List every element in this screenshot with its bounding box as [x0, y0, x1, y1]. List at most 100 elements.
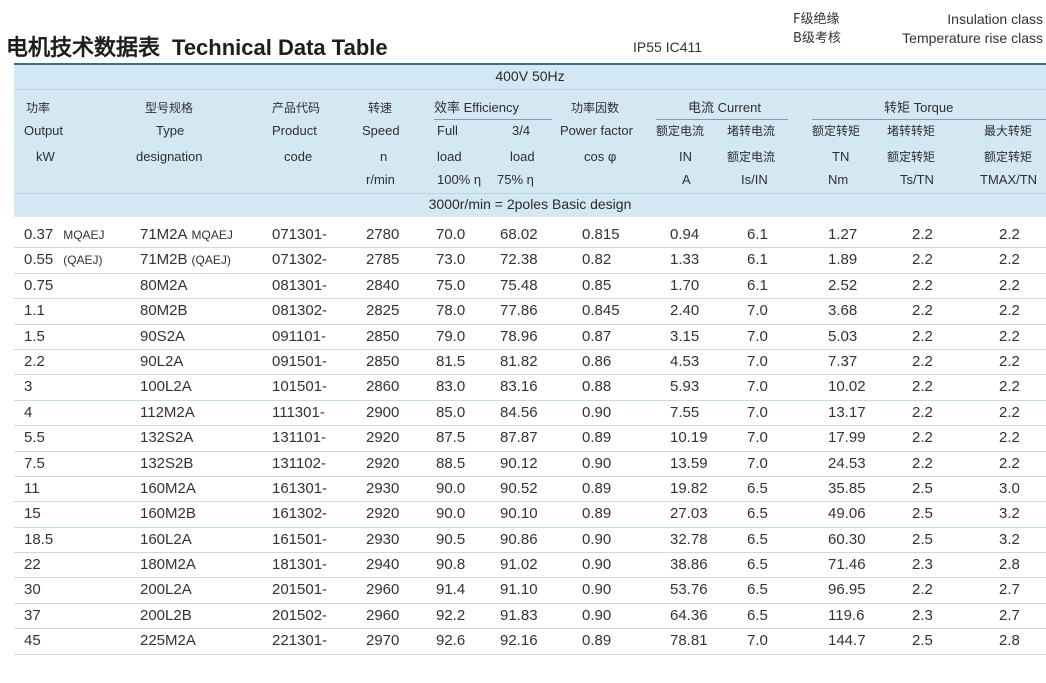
cell-locked-current-ratio-value: 7.0	[747, 327, 768, 345]
cell-max-torque-ratio: 2.2	[999, 277, 1020, 294]
cell-type: 80M2A	[140, 277, 188, 294]
table-row: 1.1 80M2B 081302- 2825 78.0 77.86 0.845 2.40 7.0…	[14, 299, 1046, 325]
cell-power-factor-value: 0.88	[582, 378, 612, 396]
cell-output: 7.5	[24, 455, 45, 472]
cell-power-factor: 0.815	[582, 226, 620, 243]
cell-eff-full: 73.0	[436, 251, 465, 268]
cell-rated-torque-value: 49.06	[828, 505, 866, 523]
cell-power-factor: 0.89	[582, 429, 611, 446]
cell-speed-value: 2970	[366, 632, 400, 650]
cell-power-factor: 0.90	[582, 404, 611, 421]
cell-output: 1.1	[24, 302, 45, 319]
cell-locked-torque-ratio-value: 2.2	[912, 581, 933, 599]
cell-rated-current-value: 7.55	[670, 403, 700, 421]
cell-max-torque-ratio: 2.2	[999, 251, 1020, 268]
cell-locked-current-ratio-value: 7.0	[747, 454, 768, 472]
cell-eff-full: 79.0	[436, 328, 465, 345]
cell-rated-current-value: 19.82	[670, 479, 708, 497]
cell-rated-torque-value: 1.27	[828, 226, 858, 243]
cell-eff-full-value: 75.0	[436, 276, 466, 294]
cell-eff-34: 87.87	[500, 429, 538, 446]
cell-max-torque-ratio-value: 3.2	[999, 530, 1020, 548]
cell-speed: 2860	[366, 378, 399, 395]
cell-locked-current-ratio: 7.0	[747, 353, 768, 370]
cell-code-value: 071302-	[272, 251, 328, 269]
cell-locked-torque-ratio: 2.5	[912, 632, 933, 649]
torque-header: 转矩 Torque	[884, 100, 954, 115]
cell-type-value: 132S2B	[140, 454, 194, 472]
cell-type-value: 160M2B	[140, 505, 196, 523]
cell-output-value: 18.5	[24, 530, 54, 548]
cell-code-value: 081301-	[272, 276, 328, 294]
cell-output: 37	[24, 607, 41, 624]
table-row: 1.5 90S2A 091101- 2850 79.0 78.96 0.87 3.15 7.0 5…	[14, 325, 1046, 350]
cell-eff-34: 83.16	[500, 378, 538, 395]
cell-locked-current-ratio-value: 7.0	[747, 378, 768, 396]
cell-locked-torque-ratio-value: 2.2	[912, 403, 933, 421]
cell-type: 71M2A MQAEJ	[140, 226, 233, 243]
cell-locked-torque-ratio-value: 2.2	[912, 327, 933, 345]
cell-code: 101501-	[272, 378, 327, 395]
current-underline	[656, 119, 788, 120]
cell-type-value: 80M2A	[140, 276, 188, 294]
cell-eff-34: 91.02	[500, 556, 538, 573]
cell-eff-34-value: 81.82	[500, 352, 538, 370]
insulation-class-cn: F级绝缘	[793, 12, 840, 27]
rated-torque-cn: 额定转矩	[812, 124, 861, 138]
cell-max-torque-ratio-value: 3.2	[999, 505, 1020, 523]
cell-locked-torque-ratio-value: 2.2	[912, 226, 933, 243]
cell-speed-value: 2850	[366, 352, 400, 370]
cell-code: 181301-	[272, 556, 327, 573]
cell-max-torque-ratio-value: 2.2	[999, 454, 1020, 472]
cell-eff-full-value: 78.0	[436, 302, 466, 320]
cell-output-value: 1.5	[24, 327, 45, 345]
cell-type: 180M2A	[140, 556, 196, 573]
cell-output-note: (QAEJ)	[63, 253, 103, 268]
cell-locked-torque-ratio-value: 2.3	[912, 606, 933, 624]
cell-rated-current: 0.94	[670, 226, 699, 243]
cell-eff-full: 92.6	[436, 632, 465, 649]
voltage-label: 400V 50Hz	[495, 68, 565, 84]
cell-eff-full-value: 91.4	[436, 581, 466, 599]
cell-code-value: 201502-	[272, 606, 328, 624]
cell-eff-full-value: 73.0	[436, 251, 466, 269]
cell-power-factor: 0.89	[582, 632, 611, 649]
cell-code: 161501-	[272, 531, 327, 548]
cell-rated-torque-value: 24.53	[828, 454, 866, 472]
table-row: 15 160M2B 161302- 2920 90.0 90.10 0.89 27.03 6.5…	[14, 502, 1046, 528]
cell-speed: 2785	[366, 251, 399, 268]
cell-max-torque-ratio-value: 2.2	[999, 352, 1020, 370]
cell-locked-torque-ratio: 2.2	[912, 581, 933, 598]
cell-locked-current-ratio: 6.5	[747, 556, 768, 573]
cell-type: 112M2A	[140, 404, 195, 421]
cell-locked-current-ratio: 7.0	[747, 302, 768, 319]
cell-locked-torque-ratio-value: 2.5	[912, 479, 933, 497]
cell-power-factor-value: 0.89	[582, 505, 612, 523]
cell-code-value: 091501-	[272, 352, 328, 370]
output-header-unit: kW	[36, 149, 55, 164]
cell-locked-current-ratio-value: 6.1	[747, 276, 768, 294]
cell-type-value: 160M2A	[140, 479, 196, 497]
cell-power-factor-value: 0.89	[582, 632, 612, 650]
cell-max-torque-ratio: 2.2	[999, 328, 1020, 345]
locked-torque-sym: Ts/TN	[900, 172, 934, 187]
cell-output: 30	[24, 581, 41, 598]
cell-code: 131101-	[272, 429, 326, 446]
cell-type-note: (QAEJ)	[191, 253, 231, 268]
cell-max-torque-ratio: 3.2	[999, 531, 1020, 548]
cell-code: 221301-	[272, 632, 327, 649]
cell-type-value: 71M2A	[140, 226, 188, 243]
cell-max-torque-ratio: 2.2	[999, 404, 1020, 421]
cell-eff-34-value: 90.86	[500, 530, 538, 548]
cell-rated-torque: 7.37	[828, 353, 857, 370]
cell-eff-34-value: 91.83	[500, 606, 538, 624]
cell-eff-34: 75.48	[500, 277, 538, 294]
cell-rated-torque-value: 5.03	[828, 327, 858, 345]
cell-output: 1.5	[24, 328, 45, 345]
cell-type: 71M2B (QAEJ)	[140, 251, 231, 268]
cell-type-value: 112M2A	[140, 403, 195, 421]
pf-header-sym: cos φ	[584, 149, 617, 164]
cell-locked-current-ratio: 6.5	[747, 607, 768, 624]
cell-output: 0.37 MQAEJ	[24, 226, 105, 243]
cell-output-value: 37	[24, 606, 41, 624]
